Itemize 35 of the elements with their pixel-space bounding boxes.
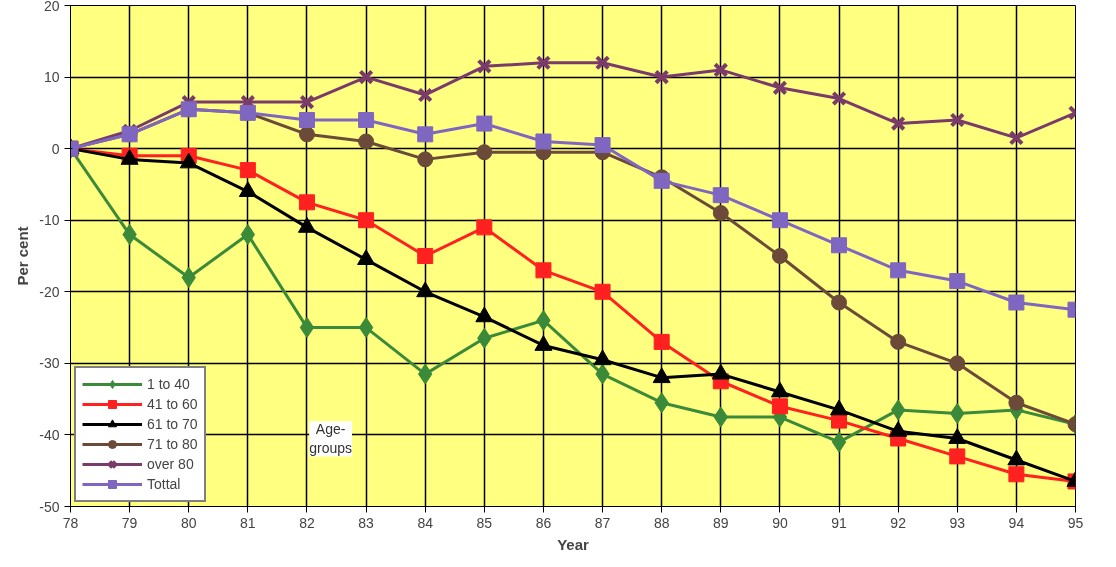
legend-label: over 80 (147, 456, 194, 472)
legend-label: 41 to 60 (147, 396, 198, 412)
x-tick-label: 89 (713, 514, 729, 531)
x-tick-label: 94 (1008, 514, 1025, 531)
x-tick-label: 83 (358, 514, 375, 531)
x-tick-label: 92 (890, 514, 907, 531)
x-tick-label: 88 (653, 514, 670, 531)
x-tick-label: 81 (240, 514, 256, 531)
x-tick-label: 95 (1067, 514, 1084, 531)
y-tick-label: 20 (43, 0, 60, 14)
x-tick-label: 86 (535, 514, 552, 531)
x-tick-label: 84 (417, 514, 434, 531)
legend-label: 1 to 40 (147, 376, 190, 392)
y-tick-label: -10 (39, 212, 60, 229)
legend-label: 61 to 70 (147, 416, 198, 432)
legend-label: Tottal (147, 476, 181, 492)
y-tick-label: 10 (43, 69, 60, 86)
y-tick-label: -40 (39, 426, 60, 443)
x-tick-label: 85 (476, 514, 493, 531)
x-tick-label: 90 (772, 514, 788, 531)
y-axis-title: Per cent (14, 226, 32, 286)
y-tick-label: -50 (39, 498, 60, 515)
y-tick-label: -20 (39, 283, 60, 300)
legend-label: 71 to 80 (147, 436, 198, 452)
x-axis-title: Year (557, 535, 590, 553)
x-tick-label: 93 (949, 514, 966, 531)
x-tick-label: 80 (180, 514, 197, 531)
legend-title: Age-groups (309, 421, 353, 457)
x-tick-label: 87 (594, 514, 611, 531)
x-tick-label: 82 (299, 514, 315, 531)
y-tick-label: -30 (39, 355, 60, 372)
y-tick-label: 0 (51, 140, 60, 157)
x-tick-label: 78 (62, 514, 79, 531)
x-tick-label: 79 (121, 514, 138, 531)
x-tick-label: 91 (831, 514, 848, 531)
